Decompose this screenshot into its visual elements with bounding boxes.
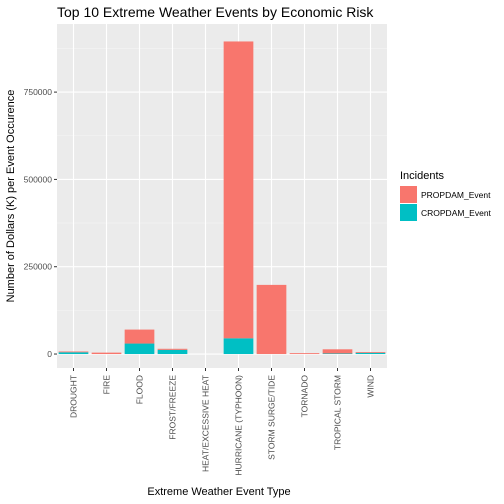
bar-propdam-event [223,41,254,339]
y-tick-label: 750000 [24,87,53,97]
legend-key [400,186,417,203]
x-tick-label: FLOOD [135,375,145,404]
y-tick-label: 250000 [24,262,53,272]
y-tick-label: 500000 [24,174,53,184]
bars-layer [58,41,386,355]
bar-propdam-event [322,349,353,354]
legend: Incidents PROPDAM_Event CROPDAM_Event [400,170,492,221]
bar-cropdam-event [58,352,89,355]
bar-propdam-event [256,284,287,355]
bar-propdam-event [355,352,386,353]
x-tick-label: FIRE [102,375,112,395]
bar-cropdam-event [157,349,188,355]
bar-cropdam-event [124,343,155,355]
x-tick-label: FROST/FREEZE [168,375,178,440]
bar-propdam-event [157,348,188,350]
y-tick-label: 0 [47,349,52,359]
x-tick-label: TORNADO [300,375,310,418]
bar-cropdam-event [322,353,353,355]
legend-label: PROPDAM_Event [421,190,491,200]
bar-cropdam-event [223,338,254,355]
bar-propdam-event [58,351,89,353]
x-tick-label: DROUGHT [69,375,79,418]
bar-propdam-event [91,352,122,355]
legend-items: PROPDAM_Event CROPDAM_Event [400,186,492,221]
x-tick-label: WIND [366,375,376,398]
bar-propdam-event [124,329,155,344]
x-tick-label: HURRICANE (TYPHOON) [234,375,244,476]
x-tick-label: HEAT/EXCESSIVE HEAT [201,375,211,472]
x-tick-label: STORM SURGE/TIDE [267,375,277,460]
x-axis-title: Extreme Weather Event Type [147,486,290,498]
bar-cropdam-event [355,352,386,355]
x-axis: DROUGHT FIRE FLOOD FROST/FREEZE HEAT/EXCESSI… [69,368,376,476]
y-axis: 0 250000 500000 750000 [24,87,57,359]
bar-propdam-event [289,353,320,355]
legend-label: CROPDAM_Event [421,208,492,218]
x-tick-label: TROPICAL STORM [333,375,343,450]
y-axis-title: Number of Dollars (K) per Event Occurenc… [5,90,17,303]
legend-key [400,204,417,221]
chart-title: Top 10 Extreme Weather Events by Economi… [57,4,374,20]
legend-title: Incidents [400,170,445,182]
